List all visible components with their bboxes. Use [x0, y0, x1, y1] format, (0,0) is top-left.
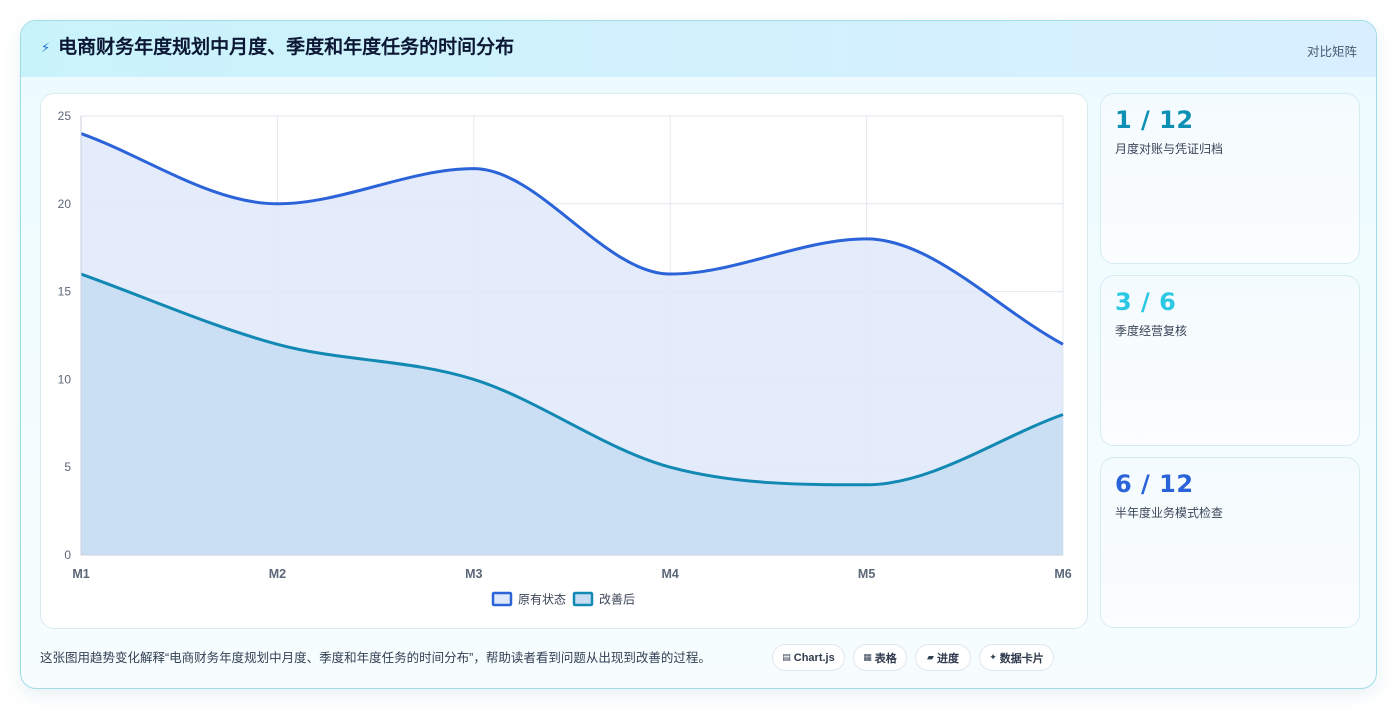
pill-label: 数据卡片 [999, 652, 1044, 665]
pill-table[interactable]: ▦ 表格 [853, 644, 907, 671]
chart-icon: ▤ [782, 652, 791, 662]
y-tick-label: 5 [64, 460, 71, 474]
y-tick-label: 20 [58, 197, 72, 211]
pill-data-cards[interactable]: ✦ 数据卡片 [979, 644, 1054, 671]
pill-label: 进度 [936, 652, 959, 665]
x-tick-label: M1 [72, 567, 89, 581]
pill-progress[interactable]: ▰ 进度 [915, 644, 971, 671]
legend-swatch-1 [491, 591, 513, 607]
y-tick-label: 10 [58, 372, 72, 386]
x-tick-label: M5 [858, 567, 875, 581]
x-tick-label: M3 [465, 567, 482, 581]
legend-swatch-2 [572, 591, 594, 607]
page-title: 电商财务年度规划中月度、季度和年度任务的时间分布 [58, 37, 515, 58]
stat-card-halfyear: 6 / 12 半年度业务模式检查 [1100, 457, 1360, 628]
card-header: ⚡ 电商财务年度规划中月度、季度和年度任务的时间分布 对比矩阵 [21, 21, 1376, 77]
compare-matrix-label[interactable]: 对比矩阵 [1306, 45, 1357, 59]
stat-label: 月度对账与凭证归档 [1115, 142, 1224, 156]
stat-value: 1 / 12 [1115, 106, 1194, 134]
stat-card-quarterly: 3 / 6 季度经营复核 [1100, 275, 1360, 446]
legend-label-1: 原有状态 [518, 593, 566, 607]
lightning-bolt-icon: ⚡ [41, 40, 51, 55]
x-tick-label: M2 [269, 567, 286, 581]
sparkle-icon: ✦ [989, 652, 997, 662]
progress-icon: ▰ [927, 652, 934, 662]
x-tick-label: M6 [1054, 567, 1071, 581]
series-line-2 [80, 272, 1064, 487]
table-icon: ▦ [863, 652, 872, 662]
stat-label: 半年度业务模式检查 [1115, 506, 1224, 520]
pill-label: Chart.js [793, 651, 835, 664]
y-tick-label: 25 [58, 109, 72, 123]
area-chart: 0 5 10 15 20 25 M1 M2 M3 M4 M5 M6 原有状态 改善后 [58, 109, 1072, 607]
y-tick-label: 0 [64, 548, 71, 562]
stat-label: 季度经营复核 [1115, 324, 1188, 338]
x-tick-label: M4 [662, 567, 679, 581]
y-tick-label: 15 [58, 285, 72, 299]
pill-chartjs[interactable]: ▤ Chart.js [772, 644, 845, 671]
pill-label: 表格 [874, 652, 897, 665]
stat-value: 3 / 6 [1115, 288, 1177, 316]
stat-card-monthly: 1 / 12 月度对账与凭证归档 [1100, 93, 1360, 264]
main-card: ⚡ 电商财务年度规划中月度、季度和年度任务的时间分布 对比矩阵 0 5 10 15 20… [20, 20, 1377, 689]
chart-caption: 这张图用趋势变化解释“电商财务年度规划中月度、季度和年度任务的时间分布”，帮助读… [40, 651, 711, 665]
legend-label-2: 改善后 [599, 592, 635, 607]
chart-panel: 0 5 10 15 20 25 M1 M2 M3 M4 M5 M6 原有状态 改善后 [40, 93, 1088, 629]
stat-value: 6 / 12 [1115, 470, 1194, 498]
series-line-1 [80, 132, 1064, 346]
